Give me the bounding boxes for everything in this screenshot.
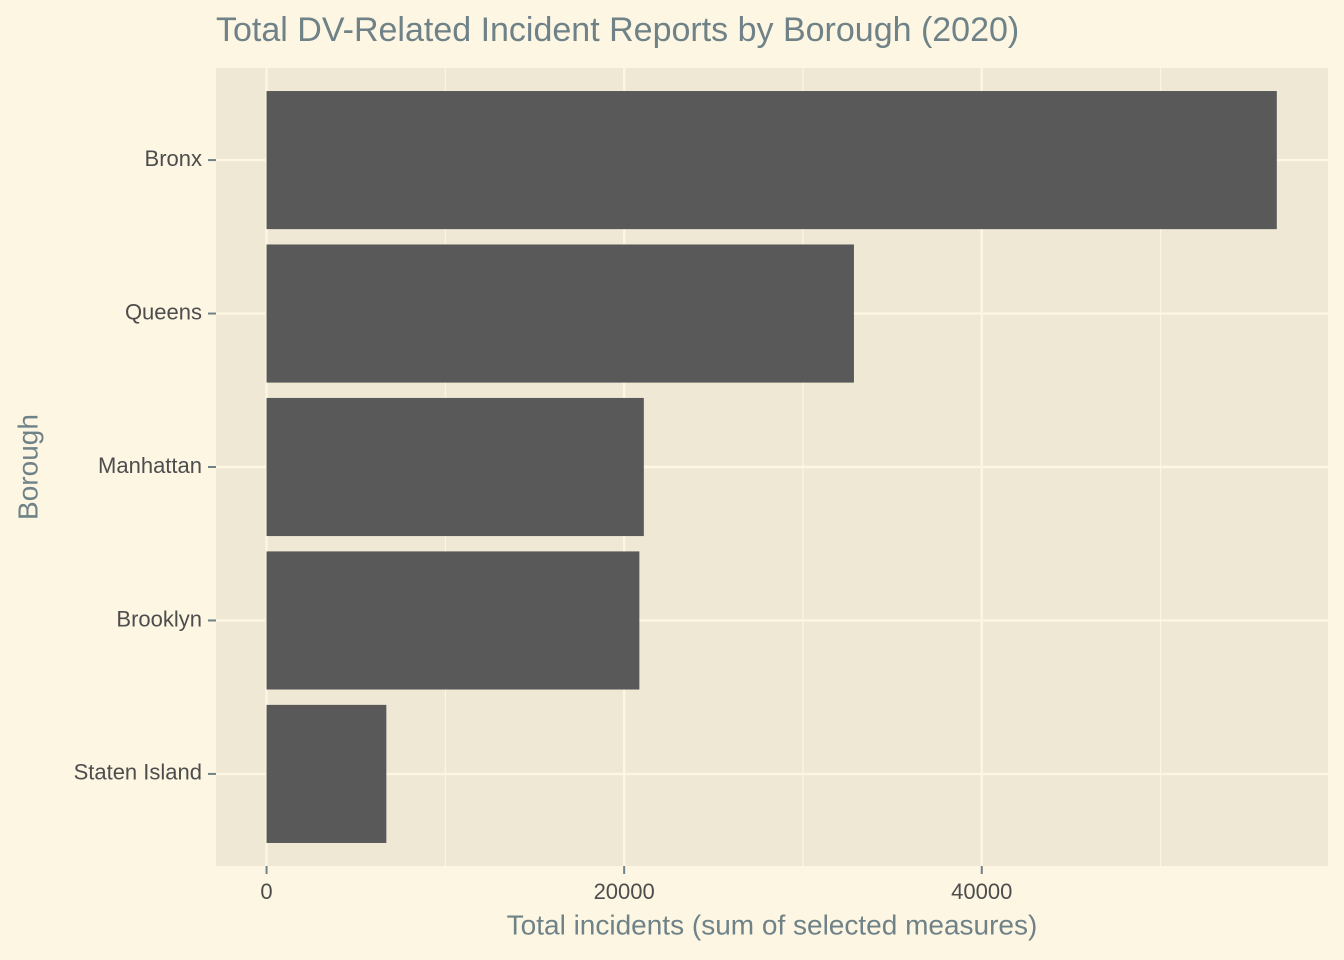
y-tick-label: Queens: [125, 299, 202, 324]
y-tick-label: Staten Island: [74, 760, 202, 785]
x-tick-label: 40000: [951, 879, 1012, 904]
bar: [266, 244, 854, 383]
x-tick-label: 20000: [594, 879, 655, 904]
bar: [266, 704, 387, 843]
y-axis-title: Borough: [12, 414, 43, 520]
x-axis-title: Total incidents (sum of selected measure…: [507, 909, 1038, 940]
bar: [266, 397, 644, 537]
bar: [266, 551, 640, 690]
chart-title: Total DV-Related Incident Reports by Bor…: [216, 11, 1019, 49]
bar: [266, 91, 1277, 230]
y-tick-label: Brooklyn: [116, 606, 202, 631]
x-tick-label: 0: [260, 879, 272, 904]
y-tick-label: Bronx: [145, 146, 202, 171]
y-tick-label: Manhattan: [98, 453, 202, 478]
